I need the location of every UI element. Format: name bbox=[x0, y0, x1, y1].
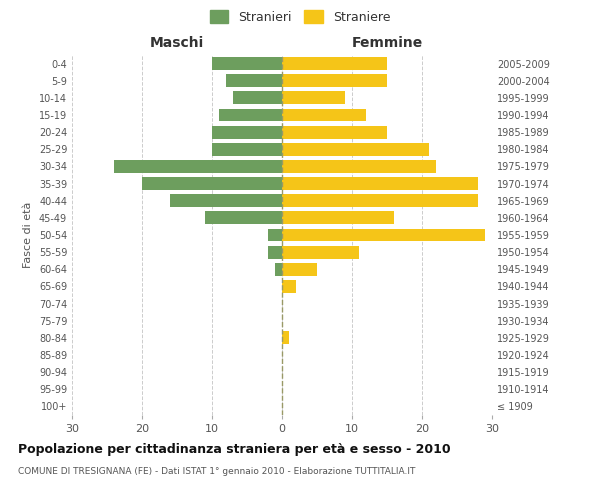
Bar bbox=[282, 92, 345, 104]
Bar bbox=[282, 74, 387, 87]
Bar bbox=[212, 143, 282, 156]
Bar bbox=[212, 57, 282, 70]
Bar bbox=[170, 194, 282, 207]
Bar bbox=[282, 280, 296, 293]
Bar bbox=[282, 212, 394, 224]
Text: COMUNE DI TRESIGNANA (FE) - Dati ISTAT 1° gennaio 2010 - Elaborazione TUTTITALIA: COMUNE DI TRESIGNANA (FE) - Dati ISTAT 1… bbox=[18, 468, 415, 476]
Bar bbox=[282, 143, 429, 156]
Bar bbox=[268, 246, 282, 258]
Bar bbox=[282, 228, 485, 241]
Bar bbox=[275, 263, 282, 276]
Bar bbox=[219, 108, 282, 122]
Bar bbox=[205, 212, 282, 224]
Bar bbox=[282, 177, 478, 190]
Bar bbox=[282, 160, 436, 173]
Text: Femmine: Femmine bbox=[352, 36, 422, 50]
Bar bbox=[282, 332, 289, 344]
Bar bbox=[114, 160, 282, 173]
Bar bbox=[282, 108, 366, 122]
Text: Popolazione per cittadinanza straniera per età e sesso - 2010: Popolazione per cittadinanza straniera p… bbox=[18, 442, 451, 456]
Legend: Stranieri, Straniere: Stranieri, Straniere bbox=[206, 6, 394, 28]
Bar bbox=[142, 177, 282, 190]
Bar bbox=[282, 263, 317, 276]
Bar bbox=[282, 57, 387, 70]
Bar bbox=[226, 74, 282, 87]
Bar bbox=[212, 126, 282, 138]
Bar bbox=[282, 126, 387, 138]
Y-axis label: Fasce di età: Fasce di età bbox=[23, 202, 33, 268]
Bar bbox=[268, 228, 282, 241]
Bar bbox=[233, 92, 282, 104]
Bar bbox=[282, 194, 478, 207]
Bar bbox=[282, 246, 359, 258]
Text: Maschi: Maschi bbox=[150, 36, 204, 50]
